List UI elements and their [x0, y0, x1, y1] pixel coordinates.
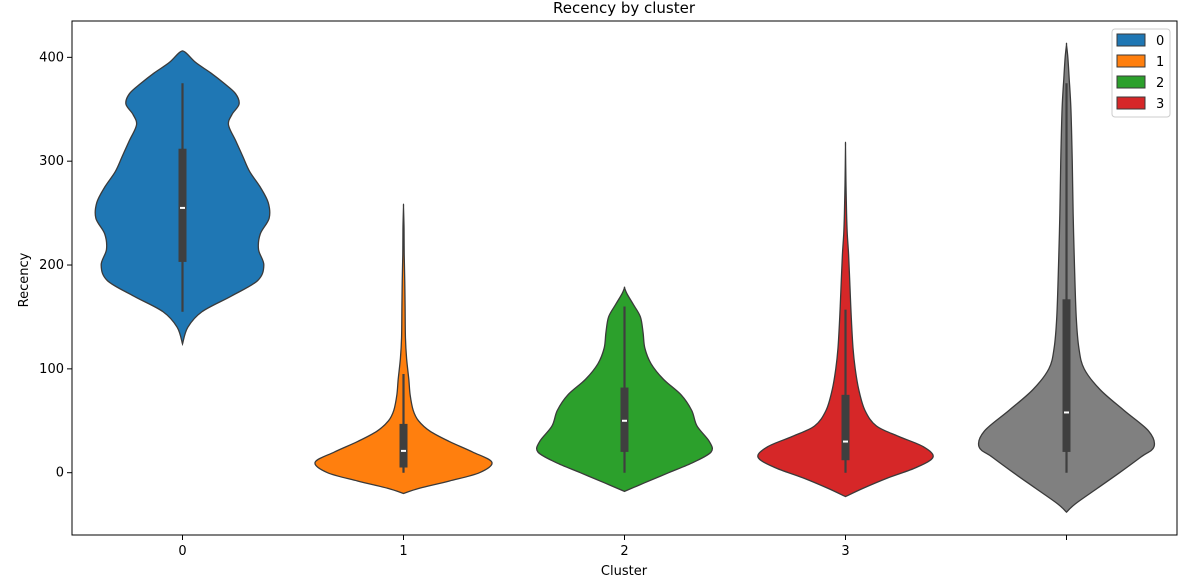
y-tick-label: 200 [39, 258, 64, 273]
violin-iqr-box [178, 148, 187, 262]
violins-group [94, 42, 1156, 514]
plot-frame [71, 20, 1178, 536]
y-tick-label: 400 [39, 50, 64, 65]
y-tick-label: 300 [39, 154, 64, 169]
legend-label: 3 [1156, 97, 1164, 112]
legend-label: 2 [1156, 76, 1164, 91]
legend-swatch [1116, 96, 1146, 110]
x-tick-label: 2 [620, 544, 628, 559]
legend-label: 1 [1156, 55, 1164, 70]
y-axis: 0 100 200 300 400 [39, 50, 72, 481]
chart-title: Recency by cluster [553, 0, 696, 17]
x-tick-label: 1 [399, 544, 407, 559]
x-axis: 0 1 2 3 [178, 535, 1067, 559]
violin-iqr-box [841, 394, 850, 461]
legend-swatch [1116, 75, 1146, 89]
violin-iqr-box [399, 423, 408, 468]
y-axis-label: Recency [17, 252, 32, 307]
legend-swatch [1116, 54, 1146, 68]
x-tick-label: 3 [841, 544, 849, 559]
legend-label: 0 [1156, 34, 1164, 49]
violin-iqr-box [1062, 299, 1071, 452]
violin-iqr-box [620, 387, 629, 452]
legend: 0 1 2 3 [1111, 28, 1171, 118]
violin-body [314, 203, 493, 495]
x-axis-label: Cluster [601, 564, 648, 579]
legend-swatch [1116, 33, 1146, 47]
y-tick-label: 100 [39, 362, 64, 377]
x-tick-label: 0 [178, 544, 186, 559]
legend-box [1111, 28, 1171, 118]
y-tick-label: 0 [56, 466, 64, 481]
